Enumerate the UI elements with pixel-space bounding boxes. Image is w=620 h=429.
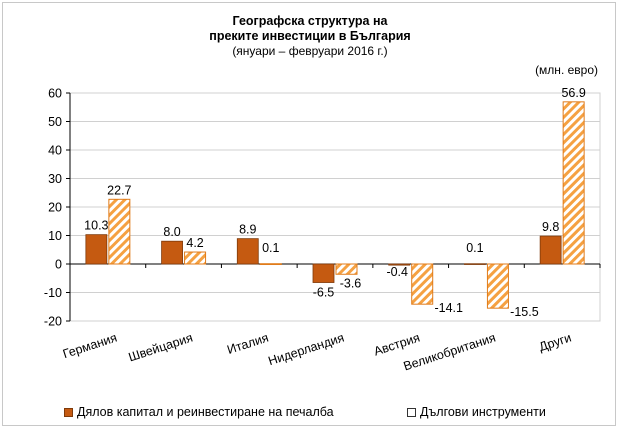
data-label-debt: -3.6 xyxy=(340,276,362,290)
data-label-debt: -14.1 xyxy=(434,301,463,315)
y-tick-label: 0 xyxy=(55,258,62,272)
bar-equity xyxy=(464,263,486,265)
legend-label-equity: Дялов капитал и реинвестиране на печалба xyxy=(77,405,334,419)
bar-debt xyxy=(486,263,509,309)
x-category-label: Други xyxy=(537,331,573,355)
data-label-debt: -15.5 xyxy=(510,305,539,319)
data-label-debt: 4.2 xyxy=(186,236,203,250)
data-label-debt: 0.1 xyxy=(262,241,279,255)
chart-title-line1: Географска структура на xyxy=(232,14,388,28)
bar-debt xyxy=(562,101,585,265)
data-label-equity: -0.4 xyxy=(386,265,408,279)
bar-equity xyxy=(539,235,562,265)
data-label-equity: 8.9 xyxy=(239,223,256,237)
y-tick-label: -20 xyxy=(44,315,62,329)
data-label-equity: 0.1 xyxy=(466,241,483,255)
bar-debt xyxy=(259,263,282,266)
bar-equity xyxy=(312,263,335,283)
bar-equity xyxy=(161,240,183,265)
chart-title-line2: преките инвестиции в България xyxy=(209,29,411,43)
legend-swatch-debt xyxy=(407,407,416,417)
x-category-label: Нидерландия xyxy=(266,331,345,369)
bar-equity xyxy=(236,238,259,265)
legend-label-debt: Дългови инструменти xyxy=(420,405,546,419)
x-category-label: Швейцария xyxy=(127,331,195,365)
y-tick-label: -10 xyxy=(44,286,62,300)
unit-label: (млн. евро) xyxy=(535,63,598,77)
data-label-equity: 8.0 xyxy=(163,225,180,239)
bar-debt xyxy=(411,263,434,305)
x-category-label: Германия xyxy=(61,331,119,362)
legend-item-debt: Дългови инструменти xyxy=(407,405,546,419)
bar-debt xyxy=(184,251,207,265)
y-tick-label: 20 xyxy=(48,201,62,215)
data-label-equity: 10.3 xyxy=(84,219,108,233)
y-tick-label: 10 xyxy=(48,229,62,243)
data-label-equity: 9.8 xyxy=(542,220,559,234)
data-label-equity: -6.5 xyxy=(313,286,335,300)
legend-swatch-equity xyxy=(64,407,73,417)
chart-subtitle: (януари – февруари 2016 г.) xyxy=(232,44,388,58)
bar-equity xyxy=(85,234,108,265)
x-category-label: Италия xyxy=(225,331,270,357)
bar-equity xyxy=(388,263,411,266)
bar-debt xyxy=(335,263,358,275)
y-tick-label: 40 xyxy=(48,144,62,158)
y-tick-label: 60 xyxy=(48,87,62,101)
chart-frame xyxy=(2,2,616,426)
bar-debt xyxy=(108,198,131,265)
y-tick-label: 50 xyxy=(48,115,62,129)
legend-item-equity: Дялов капитал и реинвестиране на печалба xyxy=(64,405,334,419)
y-tick-label: 30 xyxy=(48,172,62,186)
x-category-label: Австрия xyxy=(372,331,422,359)
data-label-debt: 22.7 xyxy=(107,183,131,197)
data-label-debt: 56.9 xyxy=(561,86,585,100)
